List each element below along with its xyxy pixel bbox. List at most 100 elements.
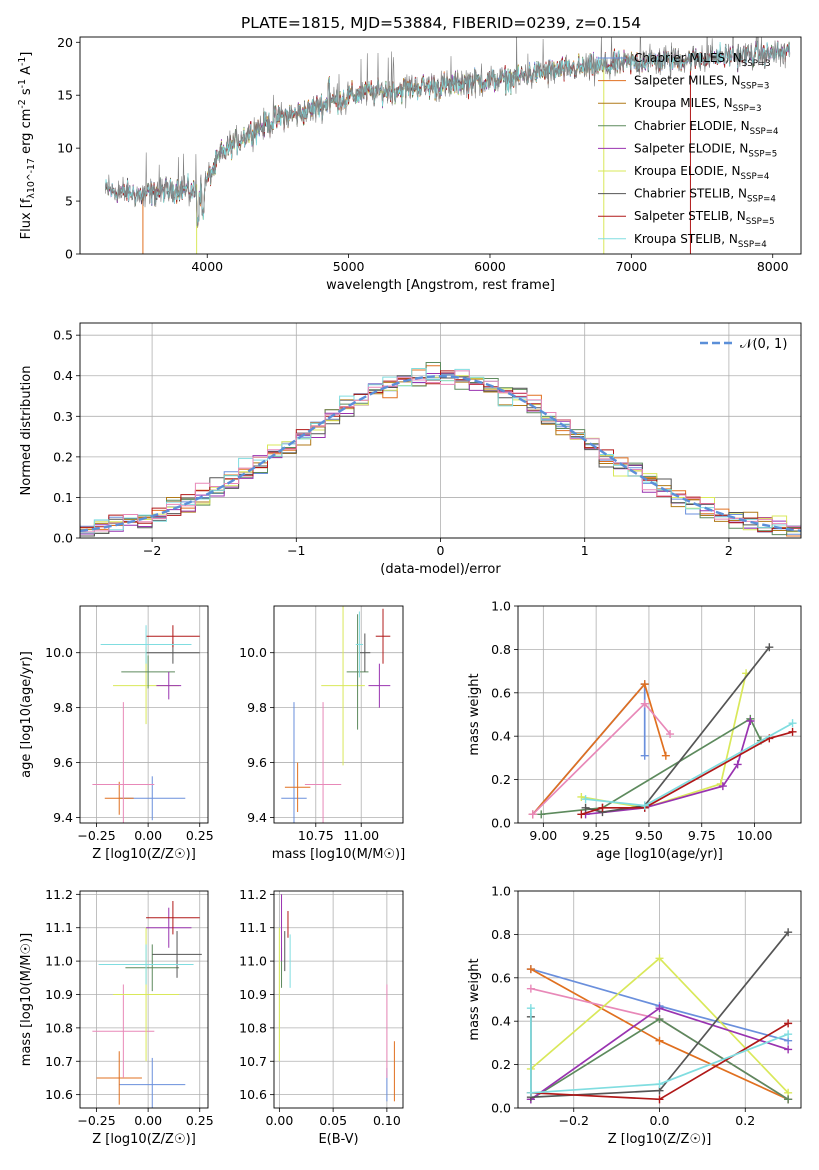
point-marker-pink bbox=[640, 699, 649, 708]
plot-area bbox=[105, 37, 791, 254]
point-marker-salpeter_miles bbox=[655, 1036, 664, 1045]
y-tick-label: 10.7 bbox=[239, 1054, 267, 1069]
series-line-chabrier_elodie bbox=[541, 717, 762, 816]
point-marker-pink bbox=[526, 984, 535, 993]
point-marker-salpeter_miles bbox=[661, 751, 670, 760]
point-marker-kroupa_stelib bbox=[640, 801, 649, 810]
x-axis-label: Z [log10(Z/Z☉)] bbox=[608, 1132, 712, 1147]
axes-frame bbox=[517, 605, 802, 824]
x-tick-label: 6000 bbox=[474, 259, 506, 274]
x-tick-label: 9.75 bbox=[688, 828, 716, 843]
y-tick-label: 0.2 bbox=[53, 449, 73, 464]
x-tick-label: −2 bbox=[143, 543, 161, 558]
x-tick-label: 5000 bbox=[333, 259, 365, 274]
legend-label: Salpeter ELODIE, NSSP=5​ bbox=[634, 141, 777, 159]
gaussian-curve bbox=[80, 374, 801, 533]
subscript: SSP=5 bbox=[748, 149, 777, 159]
legend: Chabrier MILES, NSSP=3​ Salpeter MILES, N… bbox=[598, 51, 778, 250]
model-line-salpeter_miles bbox=[141, 48, 692, 228]
text-span: age [log10(age/yr)] bbox=[596, 847, 723, 862]
x-axis-label: mass [log10(M/M☉)] bbox=[272, 847, 405, 862]
text-span: Flux [f bbox=[19, 198, 34, 239]
plot-area bbox=[80, 362, 801, 537]
text-span: mass weight bbox=[467, 958, 482, 1040]
y-tick-label: 11.2 bbox=[239, 887, 267, 902]
point-marker-chabrier_miles bbox=[640, 751, 649, 760]
plot-area bbox=[528, 643, 797, 819]
y-tick-label: 10.8 bbox=[239, 1020, 267, 1035]
axes-frame bbox=[273, 890, 404, 1109]
x-tick-label: −0.25 bbox=[77, 828, 115, 843]
point-marker-salpeter_miles bbox=[526, 965, 535, 974]
text-span: age [log10(age/yr)] bbox=[19, 651, 34, 778]
text-span: erg cm bbox=[19, 109, 34, 158]
y-tick-label: 0.6 bbox=[491, 970, 511, 985]
point-marker-salpeter_elodie bbox=[718, 782, 727, 791]
point-marker-pink bbox=[666, 730, 675, 739]
point-marker-kroupa_stelib bbox=[788, 719, 797, 728]
y-axis-label: age [log10(age/yr)] bbox=[19, 651, 34, 778]
text-span: Chabrier STELIB, N bbox=[634, 187, 747, 201]
y-tick-label: 5 bbox=[65, 194, 73, 209]
legend-label: Chabrier ELODIE, NSSP=4​ bbox=[634, 119, 778, 137]
point-marker-salpeter_miles bbox=[640, 680, 649, 689]
y-tick-label: 0.0 bbox=[53, 531, 73, 546]
text-span: Salpeter MILES, N bbox=[634, 74, 741, 88]
x-axis-label: Z [log10(Z/Z☉)] bbox=[92, 1132, 196, 1147]
text-span: (data-model)/error bbox=[380, 562, 501, 577]
y-tick-label: 0.0 bbox=[491, 1101, 511, 1116]
legend-label: Chabrier MILES, NSSP=3​ bbox=[634, 51, 771, 69]
x-tick-label: 0.00 bbox=[265, 1113, 293, 1128]
ticks: −0.25 0.00 0.25 9.4 9.6 9.8 10.0 bbox=[45, 645, 214, 843]
y-tick-label: 10.6 bbox=[239, 1087, 267, 1102]
text-span: Z [log10(Z/Z☉)] bbox=[92, 1132, 196, 1147]
legend-label: 𝒩(0, 1) bbox=[740, 337, 787, 352]
model-line-chabrier_miles bbox=[141, 47, 692, 227]
point-marker-salpeter_stelib bbox=[784, 1019, 793, 1028]
subscript: SSP=4 bbox=[747, 195, 776, 205]
y-tick-label: 11.0 bbox=[45, 954, 73, 969]
text-span: E(B-V) bbox=[318, 1132, 358, 1147]
text-span: Z [log10(Z/Z☉)] bbox=[92, 847, 196, 862]
x-tick-label: 9.50 bbox=[635, 828, 663, 843]
point-marker-salpeter_stelib bbox=[577, 810, 586, 819]
y-axis-label: mass weight bbox=[467, 958, 482, 1040]
x-tick-label: 1 bbox=[581, 543, 589, 558]
point-marker-salpeter_stelib bbox=[788, 727, 797, 736]
x-tick-label: 8000 bbox=[757, 259, 789, 274]
text-span: Chabrier ELODIE, N bbox=[634, 119, 750, 133]
chart-residuals: −2 −1 0 1 2 0.0 0.1 0.2 0.3 0.4 0.5 (data-model)/er… bbox=[19, 322, 802, 577]
x-axis-label: age [log10(age/yr)] bbox=[596, 847, 723, 862]
axes-frame bbox=[79, 36, 802, 255]
point-marker-chabrier_elodie bbox=[784, 1095, 793, 1104]
grid bbox=[80, 891, 208, 1108]
legend-label: Salpeter STELIB, NSSP=5​ bbox=[634, 209, 775, 227]
text-span: Kroupa STELIB, N bbox=[634, 232, 738, 246]
chart-mass_weight_vs_z: −0.2 0.0 0.2 0.0 0.2 0.4 0.6 0.8 1.0 Z [log10(Z/Z… bbox=[467, 884, 802, 1147]
subscript: λ10^-17 bbox=[26, 158, 37, 199]
y-tick-label: 0.1 bbox=[53, 490, 73, 505]
y-tick-label: 0.3 bbox=[53, 409, 73, 424]
text-span: mass weight bbox=[467, 673, 482, 755]
y-tick-label: 1.0 bbox=[491, 884, 511, 899]
point-marker-salpeter_stelib bbox=[655, 1095, 664, 1104]
subscript: SSP=3 bbox=[742, 59, 771, 69]
point-marker-kroupa_stelib bbox=[581, 795, 590, 804]
y-tick-label: 9.6 bbox=[247, 755, 267, 770]
ticks: −2 −1 0 1 2 0.0 0.1 0.2 0.3 0.4 0.5 bbox=[53, 328, 733, 558]
series-line-kroupa_stelib bbox=[530, 1008, 789, 1094]
chart-mass_weight_vs_age: 9.00 9.25 9.50 9.75 10.00 0.0 0.2 0.4 0.6 0.8 1.0 a… bbox=[467, 599, 802, 862]
y-tick-label: 20 bbox=[57, 35, 73, 50]
legend-label: Kroupa MILES, NSSP=3​ bbox=[634, 96, 762, 114]
text-span: Kroupa MILES, N bbox=[634, 96, 733, 110]
x-tick-label: 0.0 bbox=[650, 1113, 670, 1128]
y-tick-label: 0.4 bbox=[491, 1014, 511, 1029]
superscript: -1 bbox=[17, 79, 28, 88]
legend-label: Kroupa STELIB, NSSP=4​ bbox=[634, 232, 767, 250]
grid bbox=[518, 605, 801, 824]
point-marker-kroupa_stelib bbox=[655, 1080, 664, 1089]
point-marker-kroupa_stelib bbox=[526, 1088, 535, 1097]
y-axis-label: mass weight bbox=[467, 673, 482, 755]
histogram-salpeter_miles bbox=[80, 365, 801, 537]
text-span: mass [log10(M/M☉)] bbox=[19, 933, 34, 1066]
